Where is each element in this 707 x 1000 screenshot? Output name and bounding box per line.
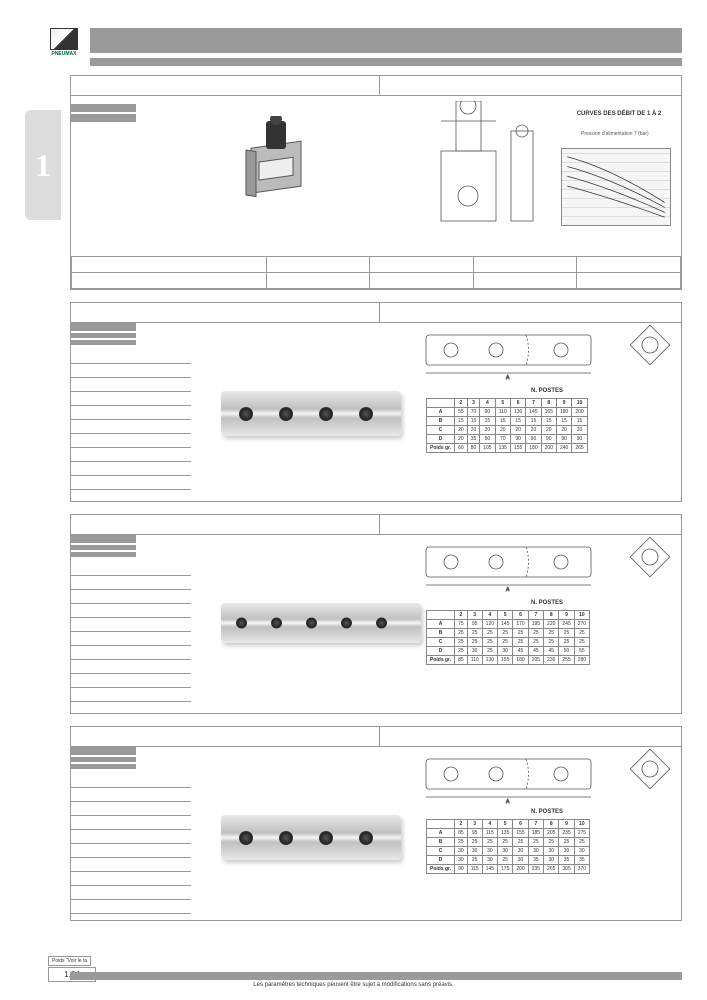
manifold-photo-2 xyxy=(221,603,421,643)
stripes xyxy=(71,747,136,771)
table2-caption: N. POSTES xyxy=(531,388,563,394)
section2-title xyxy=(70,302,380,322)
manifold-photo-1 xyxy=(221,391,401,436)
weight-note: Poids "Voir le ta xyxy=(48,956,91,966)
section-manifold-3: A N. POSTES 2345678910A85951151351551852… xyxy=(70,726,682,921)
section1-title xyxy=(70,75,380,95)
table3-caption: N. POSTES xyxy=(531,600,563,606)
spec-rows xyxy=(71,575,191,702)
section-manifold-1: A N. POSTES 2345678910A55709011013014516… xyxy=(70,302,682,502)
stripes xyxy=(71,104,136,124)
stripes xyxy=(71,535,136,559)
flow-chart-title: CURVES DES DÉBIT DE 1 À 2 xyxy=(569,111,669,117)
flow-chart-sub: Pression d'alimentation 7 (bar) xyxy=(581,131,661,137)
section-valve: CURVES DES DÉBIT DE 1 À 2 Pression d'ali… xyxy=(70,75,682,290)
dim-table-2: 2345678910A557090110130145165180200B1515… xyxy=(426,398,588,453)
flow-chart xyxy=(561,148,671,226)
spec-rows xyxy=(71,363,191,490)
manifold-iso-3 xyxy=(626,745,676,795)
chapter-number: 1 xyxy=(35,147,51,184)
catalog-page: PNEUMAX 1 xyxy=(0,0,707,1000)
footer-text: Les paramètres techniques peuvent être s… xyxy=(0,982,707,988)
sub-banner xyxy=(90,58,682,66)
manifold-drawing-2: A xyxy=(421,537,621,592)
dim-table-4: 2345678910A8595115135155185205235275B252… xyxy=(426,819,590,874)
footer-bar xyxy=(70,972,682,980)
valve-icon xyxy=(231,116,326,216)
param-table xyxy=(71,256,681,289)
content: CURVES DES DÉBIT DE 1 À 2 Pression d'ali… xyxy=(70,75,682,960)
logo-text: PNEUMAX xyxy=(44,51,84,57)
logo-icon xyxy=(50,28,78,50)
stripes xyxy=(71,323,136,347)
manifold-drawing-1: A xyxy=(421,325,621,380)
spec-rows xyxy=(71,787,191,914)
footer: Les paramètres techniques peuvent être s… xyxy=(0,972,707,988)
logo-block: PNEUMAX xyxy=(44,28,84,57)
valve-drawing xyxy=(411,101,551,241)
chapter-tab: 1 xyxy=(25,110,61,220)
svg-text:A: A xyxy=(506,799,510,804)
section-manifold-2: A N. POSTES 2345678910A75951201451701952… xyxy=(70,514,682,714)
manifold-photo-3 xyxy=(221,815,401,860)
manifold-iso-2 xyxy=(626,533,676,583)
dim-table-3: 2345678910A7595120145170195220245270B252… xyxy=(426,610,590,665)
svg-text:A: A xyxy=(506,587,510,592)
manifold-iso-1 xyxy=(626,321,676,371)
section3-title xyxy=(70,514,380,534)
svg-text:A: A xyxy=(506,375,510,380)
flow-curves xyxy=(562,149,670,225)
manifold-drawing-3: A xyxy=(421,749,621,804)
valve-photo xyxy=(231,116,326,216)
table4-caption: N. POSTES xyxy=(531,809,563,815)
top-banner xyxy=(90,28,682,53)
section4-title xyxy=(70,726,380,746)
